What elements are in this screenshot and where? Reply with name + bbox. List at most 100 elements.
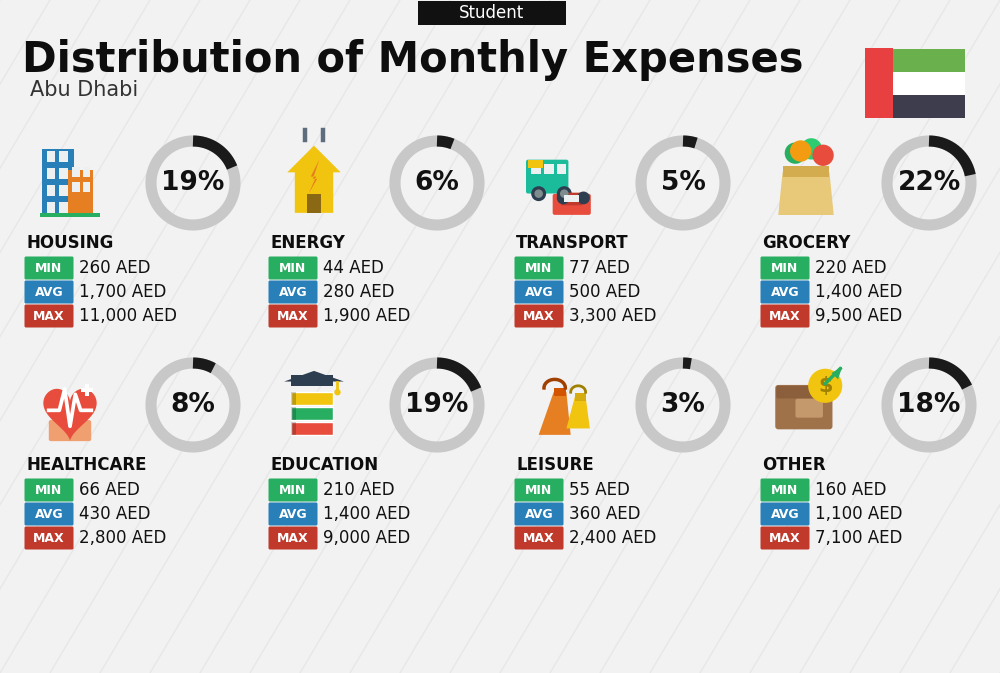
Text: 9,500 AED: 9,500 AED (815, 307, 902, 325)
FancyBboxPatch shape (761, 256, 810, 279)
Text: 18%: 18% (897, 392, 961, 418)
FancyBboxPatch shape (268, 281, 318, 304)
FancyBboxPatch shape (81, 388, 93, 392)
FancyBboxPatch shape (514, 526, 564, 549)
Text: MAX: MAX (33, 532, 65, 544)
Polygon shape (309, 160, 319, 194)
FancyBboxPatch shape (85, 384, 89, 396)
Text: 2,400 AED: 2,400 AED (569, 529, 656, 547)
Text: 22%: 22% (897, 170, 961, 196)
Text: MAX: MAX (523, 310, 555, 322)
FancyBboxPatch shape (291, 422, 296, 435)
FancyBboxPatch shape (268, 526, 318, 549)
FancyBboxPatch shape (307, 194, 321, 213)
Text: HEALTHCARE: HEALTHCARE (26, 456, 146, 474)
Text: 6%: 6% (415, 170, 459, 196)
FancyBboxPatch shape (418, 1, 566, 25)
Polygon shape (832, 367, 842, 380)
FancyBboxPatch shape (291, 407, 333, 420)
FancyBboxPatch shape (776, 386, 831, 398)
Text: 280 AED: 280 AED (323, 283, 394, 301)
Text: 2,800 AED: 2,800 AED (79, 529, 166, 547)
Circle shape (557, 186, 572, 201)
Text: MIN: MIN (525, 483, 553, 497)
FancyBboxPatch shape (24, 256, 74, 279)
Text: $: $ (818, 376, 832, 396)
Text: HOUSING: HOUSING (26, 234, 113, 252)
Text: MAX: MAX (769, 532, 801, 544)
FancyBboxPatch shape (514, 304, 564, 328)
Text: AVG: AVG (525, 507, 553, 520)
Text: 1,100 AED: 1,100 AED (815, 505, 902, 523)
Text: 1,400 AED: 1,400 AED (323, 505, 410, 523)
Text: 1,700 AED: 1,700 AED (79, 283, 166, 301)
Text: MAX: MAX (33, 310, 65, 322)
FancyBboxPatch shape (24, 503, 74, 526)
Text: MIN: MIN (35, 262, 63, 275)
Text: 500 AED: 500 AED (569, 283, 640, 301)
FancyBboxPatch shape (42, 149, 74, 213)
FancyBboxPatch shape (83, 167, 90, 176)
FancyBboxPatch shape (83, 182, 90, 192)
Text: 5%: 5% (661, 170, 705, 196)
FancyBboxPatch shape (291, 407, 296, 420)
Text: 1,400 AED: 1,400 AED (815, 283, 902, 301)
FancyBboxPatch shape (59, 202, 68, 213)
Text: EDUCATION: EDUCATION (270, 456, 378, 474)
FancyBboxPatch shape (531, 164, 541, 174)
FancyBboxPatch shape (893, 72, 965, 95)
FancyBboxPatch shape (865, 48, 893, 118)
FancyBboxPatch shape (49, 420, 91, 441)
FancyBboxPatch shape (544, 164, 554, 174)
Text: 19%: 19% (161, 170, 225, 196)
FancyBboxPatch shape (291, 392, 333, 405)
FancyBboxPatch shape (526, 160, 568, 194)
FancyBboxPatch shape (47, 151, 55, 162)
FancyBboxPatch shape (514, 479, 564, 501)
FancyBboxPatch shape (761, 281, 810, 304)
Text: AVG: AVG (279, 507, 307, 520)
Polygon shape (43, 389, 97, 441)
FancyBboxPatch shape (268, 304, 318, 328)
Text: AVG: AVG (35, 507, 63, 520)
Circle shape (334, 389, 341, 396)
Polygon shape (284, 371, 344, 382)
Text: MIN: MIN (771, 483, 799, 497)
Text: 77 AED: 77 AED (569, 259, 630, 277)
FancyBboxPatch shape (554, 388, 566, 396)
Text: AVG: AVG (771, 285, 799, 299)
Text: AVG: AVG (35, 285, 63, 299)
Text: MIN: MIN (279, 483, 307, 497)
FancyBboxPatch shape (268, 503, 318, 526)
Text: 11,000 AED: 11,000 AED (79, 307, 177, 325)
FancyBboxPatch shape (795, 398, 823, 418)
Circle shape (808, 369, 842, 403)
Circle shape (531, 186, 546, 201)
Text: Student: Student (459, 4, 525, 22)
Circle shape (785, 143, 806, 164)
FancyBboxPatch shape (24, 281, 74, 304)
Polygon shape (539, 392, 571, 435)
Text: MIN: MIN (35, 483, 63, 497)
Text: MIN: MIN (525, 262, 553, 275)
Text: 44 AED: 44 AED (323, 259, 384, 277)
Text: AVG: AVG (279, 285, 307, 299)
Text: 220 AED: 220 AED (815, 259, 887, 277)
Text: GROCERY: GROCERY (762, 234, 850, 252)
FancyBboxPatch shape (24, 479, 74, 501)
Text: 210 AED: 210 AED (323, 481, 395, 499)
FancyBboxPatch shape (268, 479, 318, 501)
Text: AVG: AVG (771, 507, 799, 520)
FancyBboxPatch shape (528, 160, 543, 168)
FancyBboxPatch shape (291, 392, 296, 405)
Text: 8%: 8% (171, 392, 215, 418)
Text: Abu Dhabi: Abu Dhabi (30, 80, 138, 100)
Circle shape (801, 138, 822, 160)
Circle shape (577, 192, 590, 205)
Text: 55 AED: 55 AED (569, 481, 630, 499)
Text: AVG: AVG (525, 285, 553, 299)
Text: TRANSPORT: TRANSPORT (516, 234, 629, 252)
Text: MAX: MAX (277, 532, 309, 544)
FancyBboxPatch shape (72, 167, 80, 176)
FancyBboxPatch shape (893, 49, 965, 72)
